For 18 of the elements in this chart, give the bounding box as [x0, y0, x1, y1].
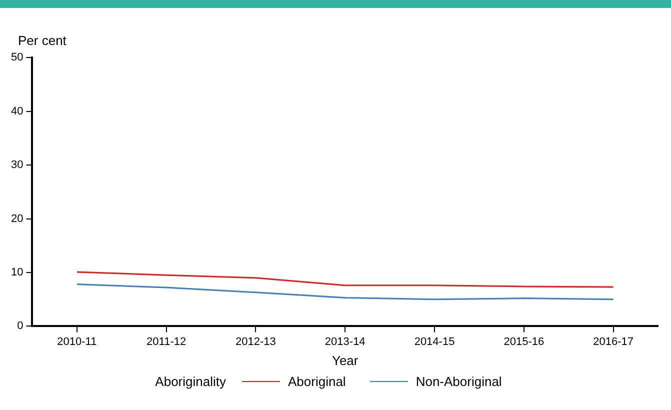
y-tick-label: 50 — [10, 52, 24, 64]
y-axis-title: Per cent — [18, 33, 66, 48]
x-tick-label: 2010-11 — [57, 336, 97, 348]
x-tick-label: 2011-12 — [146, 336, 186, 348]
legend-title: Aboriginality — [155, 374, 226, 389]
x-tick-label: 2015-16 — [504, 336, 544, 348]
y-tick-label: 0 — [17, 320, 24, 332]
x-tick-label: 2013-14 — [324, 336, 366, 348]
x-tick-label: 2016-17 — [593, 336, 634, 348]
legend-label: Aboriginal — [288, 374, 346, 389]
x-axis-title: Year — [332, 352, 359, 368]
legend-label: Non-Aboriginal — [416, 374, 502, 389]
y-tick-label: 40 — [10, 105, 24, 118]
y-tick-label: 10 — [10, 266, 24, 279]
x-tick-label: 2014-15 — [414, 336, 455, 348]
y-tick-label: 20 — [10, 212, 24, 225]
x-tick-label: 2012-13 — [236, 336, 276, 348]
y-tick-label: 30 — [10, 159, 24, 172]
